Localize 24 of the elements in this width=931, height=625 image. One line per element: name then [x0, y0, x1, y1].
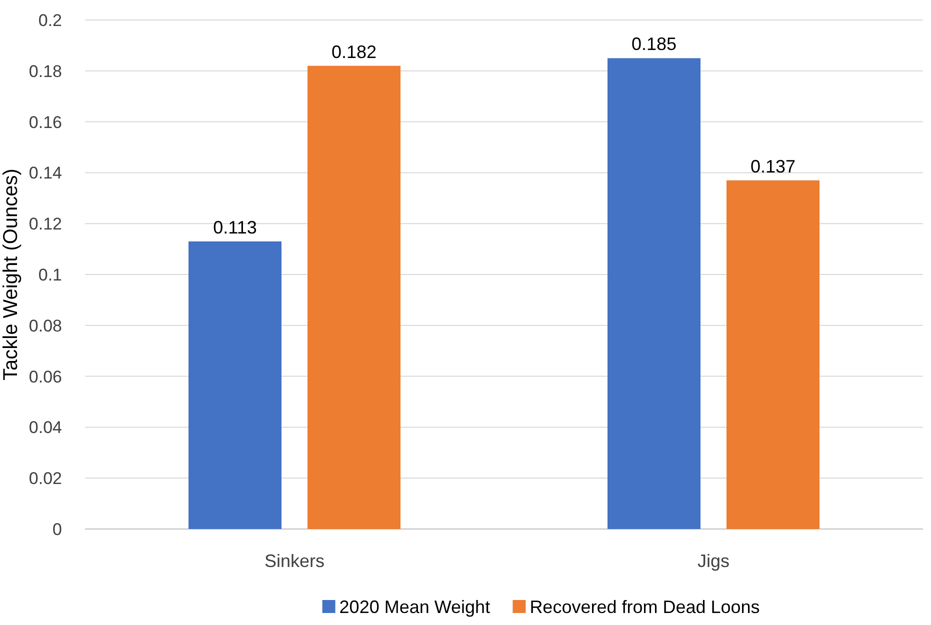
y-tick-label: 0.06 — [28, 367, 62, 386]
y-tick-label: 0.16 — [28, 112, 62, 132]
data-label: 0.137 — [750, 156, 796, 176]
y-tick-label: 0.18 — [28, 62, 62, 81]
bar — [726, 180, 820, 529]
y-tick-label: 0.08 — [28, 316, 62, 336]
y-tick-label: 0.02 — [28, 469, 62, 488]
bar — [608, 58, 700, 529]
x-tick-label: Sinkers — [264, 551, 325, 571]
y-tick-label: 0 — [52, 520, 62, 539]
legend-label: Recovered from Dead Loons — [530, 597, 760, 617]
data-label: 0.182 — [331, 42, 377, 62]
bar — [308, 66, 400, 529]
bar — [188, 241, 282, 529]
y-tick-label: 0.12 — [28, 214, 62, 234]
legend-label: 2020 Mean Weight — [339, 597, 490, 617]
data-label: 0.113 — [213, 217, 257, 238]
data-label: 0.185 — [631, 34, 677, 54]
y-tick-label: 0.1 — [38, 265, 62, 284]
x-tick-label: Jigs — [697, 551, 730, 571]
y-tick-label: 0.2 — [38, 10, 62, 30]
y-axis-title: Tackle Weight (Ounces) — [0, 168, 22, 380]
y-tick-label: 0.04 — [28, 418, 62, 438]
y-tick-label: 0.14 — [28, 164, 62, 183]
